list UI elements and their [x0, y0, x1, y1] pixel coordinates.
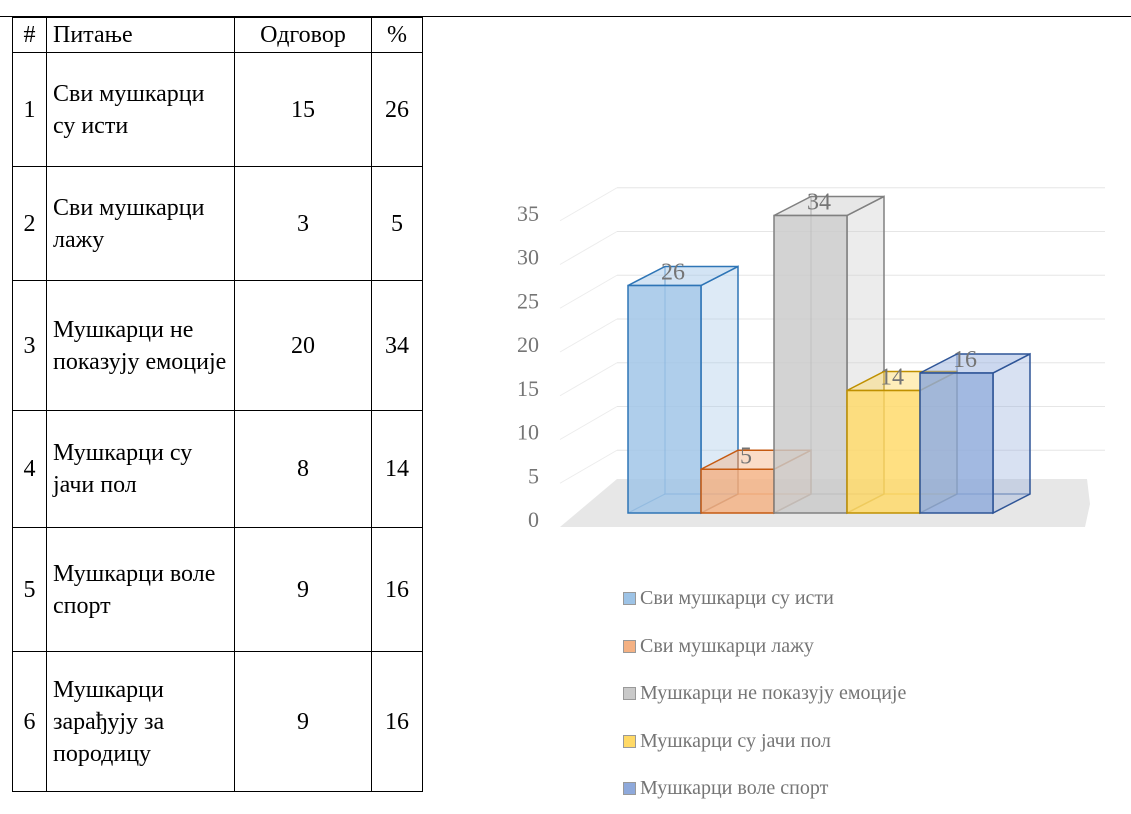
row-percent: 16	[371, 527, 423, 652]
legend-swatch	[623, 592, 636, 606]
row-number: 1	[12, 52, 47, 167]
row-answer: 9	[234, 527, 372, 652]
row-question: Сви мушкарци лажу	[46, 166, 235, 281]
y-tick-label: 35	[517, 201, 539, 226]
bar-value-label: 5	[740, 443, 752, 469]
legend-item: Мушкарци су јачи пол	[623, 718, 906, 766]
bar-value-label: 34	[807, 190, 831, 216]
bar-front	[700, 468, 775, 514]
gridline-slant	[559, 449, 618, 484]
bar-side	[992, 352, 1031, 515]
legend-item: Сви мушкарци су исти	[623, 575, 906, 623]
row-answer: 15	[234, 52, 372, 167]
gridline-slant	[559, 231, 618, 265]
row-number: 2	[12, 166, 47, 281]
legend-label: Мушкарци воле спорт	[640, 777, 829, 800]
legend-swatch	[623, 782, 636, 796]
row-percent: 14	[371, 410, 423, 528]
bar-1: 26	[627, 260, 739, 515]
bar-front	[773, 214, 848, 514]
y-tick-label: 10	[517, 420, 539, 445]
y-tick-label: 15	[517, 376, 539, 401]
legend-item: Мушкарци воле спорт	[623, 765, 906, 813]
row-percent: 26	[371, 52, 423, 167]
legend-item: Мушкарци не показују емоције	[623, 670, 906, 718]
bar-chart: 0 5 10 15 20 25 30 35 26 5 34 14 16	[517, 187, 1105, 532]
row-number: 5	[12, 527, 47, 652]
bar-5: 16	[919, 347, 1031, 515]
gridline-slant	[559, 406, 618, 440]
row-percent: 16	[371, 651, 423, 792]
row-answer: 9	[234, 651, 372, 792]
header-answer: Одговор	[234, 17, 372, 53]
row-question: Мушкарци зарађују за породицу	[46, 651, 235, 792]
legend-label: Мушкарци не показују емоције	[640, 682, 907, 705]
bar-value-label: 14	[880, 365, 904, 391]
y-tick-label: 20	[517, 332, 539, 357]
table-row: 5 Мушкарци воле спорт 9 16	[12, 527, 423, 652]
header-percent: %	[371, 17, 423, 53]
survey-table: # Питање Одговор % 1 Сви мушкарци су ист…	[12, 17, 423, 792]
bar-front	[846, 389, 921, 514]
row-answer: 20	[234, 280, 372, 411]
y-tick-label: 0	[528, 507, 539, 532]
legend-label: Сви мушкарци су исти	[640, 587, 834, 610]
legend-label: Сви мушкарци лажу	[640, 634, 814, 657]
row-answer: 8	[234, 410, 372, 528]
y-axis-ticks: 0 5 10 15 20 25 30 35	[517, 201, 539, 532]
gridline-slant	[559, 274, 618, 309]
legend-swatch	[623, 639, 636, 653]
bar-front	[627, 284, 702, 514]
table-row: 3 Мушкарци не показују емоције 20 34	[12, 280, 423, 411]
row-number: 6	[12, 651, 47, 792]
table-header-row: # Питање Одговор %	[12, 17, 423, 53]
bar-value-label: 26	[661, 260, 685, 286]
row-percent: 5	[371, 166, 423, 281]
table-row: 6 Мушкарци зарађују за породицу 9 16	[12, 651, 423, 792]
chart-legend: Сви мушкарци су исти Сви мушкарци лажу Муш…	[623, 575, 906, 813]
table-row: 4 Мушкарци су јачи пол 8 14	[12, 410, 423, 528]
row-percent: 34	[371, 280, 423, 411]
row-answer: 3	[234, 166, 372, 281]
y-tick-label: 5	[528, 463, 539, 488]
bar-front	[919, 372, 994, 514]
table-row: 2 Сви мушкарци лажу 3 5	[12, 166, 423, 281]
y-tick-label: 25	[517, 288, 539, 313]
row-number: 4	[12, 410, 47, 528]
legend-swatch	[623, 687, 636, 701]
gridline-slant	[559, 362, 618, 397]
row-number: 3	[12, 280, 47, 411]
header-question: Питање	[46, 17, 235, 53]
table-row: 1 Сви мушкарци су исти 15 26	[12, 52, 423, 167]
header-number: #	[12, 17, 47, 53]
legend-label: Мушкарци су јачи пол	[640, 729, 831, 752]
gridline-slant	[559, 318, 618, 353]
y-tick-label: 30	[517, 245, 539, 270]
top-border-line	[0, 16, 1131, 17]
row-question: Сви мушкарци су исти	[46, 52, 235, 167]
legend-swatch	[623, 734, 636, 748]
row-question: Мушкарци су јачи пол	[46, 410, 235, 528]
row-question: Мушкарци не показују емоције	[46, 280, 235, 411]
bar-value-label: 16	[953, 347, 977, 373]
legend-item: Сви мушкарци лажу	[623, 623, 906, 671]
gridline-slant	[559, 187, 618, 222]
row-question: Мушкарци воле спорт	[46, 527, 235, 652]
